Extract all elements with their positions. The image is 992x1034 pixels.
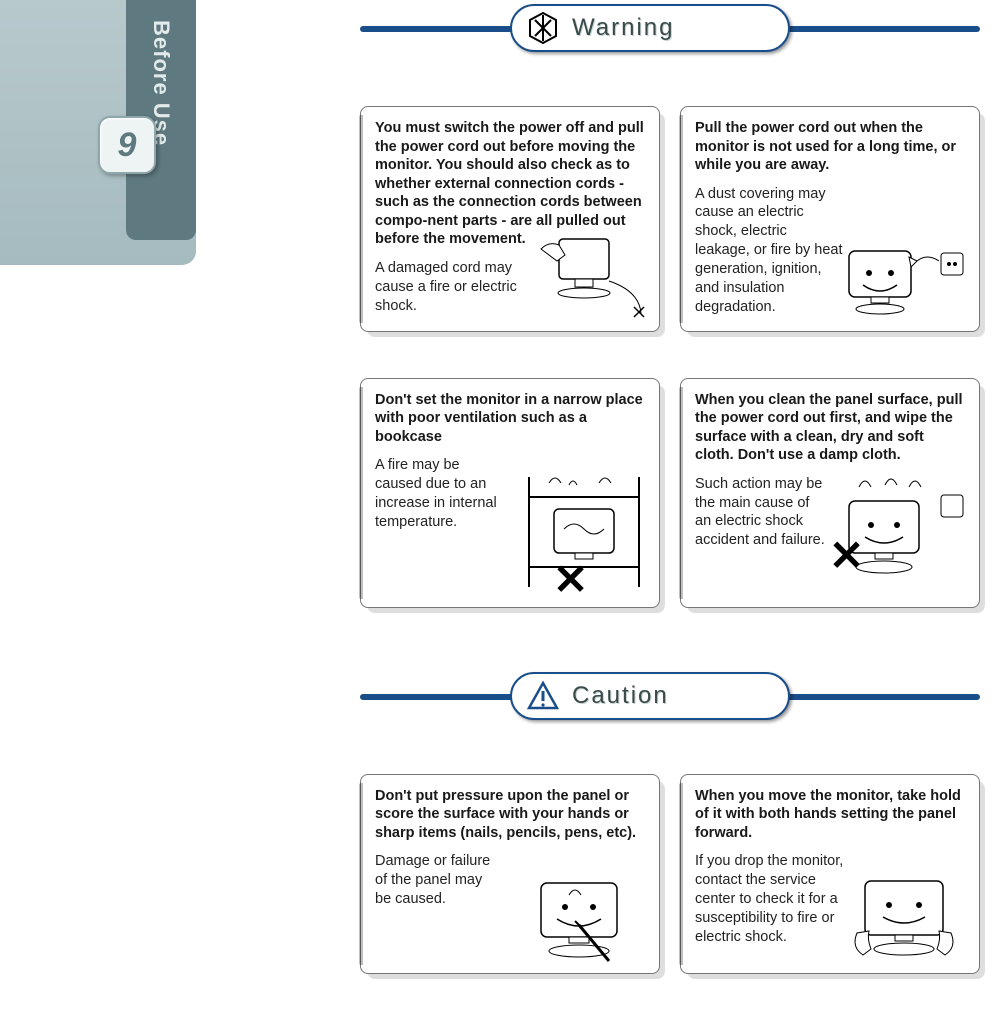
page-number-badge: 9 <box>98 116 156 174</box>
caution-card: Don't put pressure upon the panel or sco… <box>360 774 660 974</box>
warning-hex-icon <box>526 11 560 45</box>
monitor-cord-icon <box>519 231 649 321</box>
section-pill-caution: Caution <box>510 672 790 720</box>
section-header-caution: Caution <box>360 668 980 724</box>
caution-triangle-icon <box>526 679 560 713</box>
card-body: A fire may be caused due to an increase … <box>375 456 510 531</box>
section-header-warning: Warning <box>360 0 980 56</box>
warning-grid: You must switch the power off and pull t… <box>360 106 980 608</box>
section-label: Caution <box>572 682 669 710</box>
warning-card: You must switch the power off and pull t… <box>360 106 660 332</box>
section-pill-warning: Warning <box>510 4 790 52</box>
card-body: If you drop the monitor, contact the ser… <box>695 852 855 946</box>
card-body: A dust covering may cause an electric sh… <box>695 185 845 317</box>
monitor-shelf-icon: ✕ <box>509 467 649 597</box>
card-title: Don't set the monitor in a narrow place … <box>375 391 645 447</box>
card-title: Pull the power cord out when the monitor… <box>695 119 965 175</box>
monitor-wipe-icon: ✕ <box>819 477 969 597</box>
warning-card: When you clean the panel surface, pull t… <box>680 378 980 608</box>
x-overlay-icon: ✕ <box>553 559 588 601</box>
card-body: Damage or failure of the panel may be ca… <box>375 852 495 909</box>
monitor-hold-icon <box>839 873 969 963</box>
page-number: 9 <box>118 126 137 165</box>
x-overlay-icon: ✕ <box>829 535 864 577</box>
warning-card: Pull the power cord out when the monitor… <box>680 106 980 332</box>
caution-card: When you move the monitor, take hold of … <box>680 774 980 974</box>
card-title: When you clean the panel surface, pull t… <box>695 391 965 465</box>
card-title: You must switch the power off and pull t… <box>375 119 645 249</box>
caution-grid: Don't put pressure upon the panel or sco… <box>360 774 980 974</box>
monitor-plug-icon <box>839 231 969 321</box>
card-title: When you move the monitor, take hold of … <box>695 787 965 843</box>
card-body: Such action may be the main cause of an … <box>695 475 825 550</box>
monitor-scratch-icon <box>519 873 649 963</box>
card-title: Don't put pressure upon the panel or sco… <box>375 787 645 843</box>
warning-card: Don't set the monitor in a narrow place … <box>360 378 660 608</box>
section-label: Warning <box>572 14 674 42</box>
content-area: Warning You must switch the power off an… <box>360 0 980 1034</box>
